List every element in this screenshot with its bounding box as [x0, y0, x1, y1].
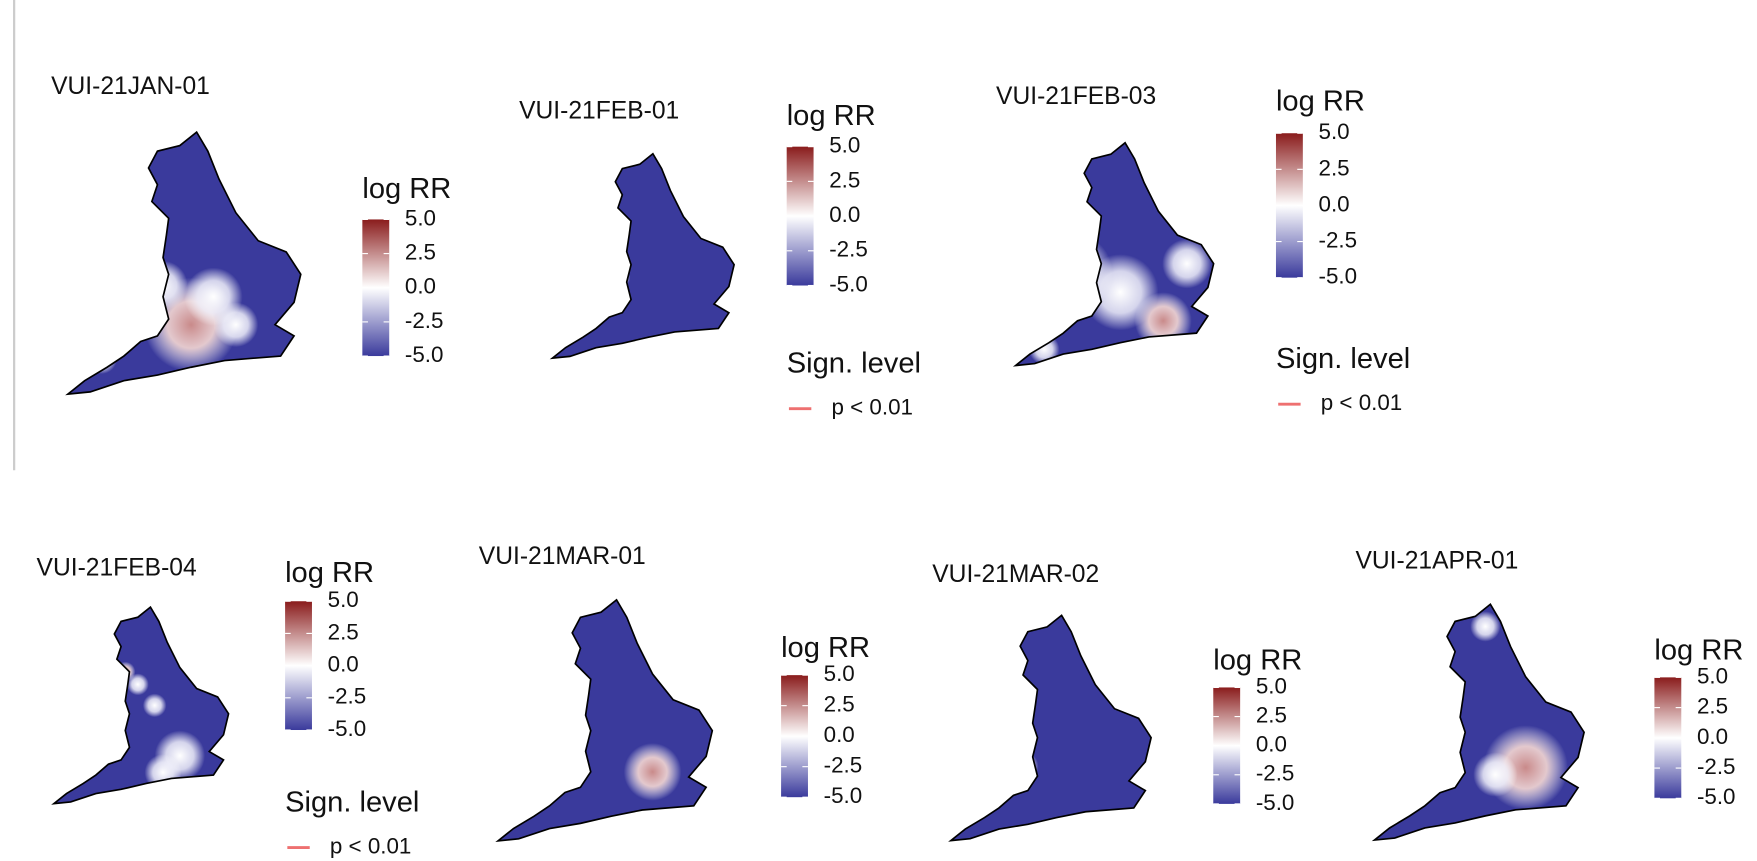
panel-title: VUI-21MAR-01: [479, 543, 646, 570]
england-map: [67, 131, 302, 395]
legend-title: log RR: [362, 173, 451, 205]
colorbar-tick-label: 2.5: [829, 167, 860, 192]
colorbar-tick-label: 5.0: [824, 661, 855, 686]
colorbar-tick-label: -2.5: [824, 753, 863, 778]
hotspot: [1473, 752, 1518, 797]
colorbar-tick-label: 0.0: [829, 202, 860, 227]
colorbar-tick-label: 2.5: [1697, 694, 1728, 719]
colorbar-tick-label: 2.5: [328, 619, 359, 644]
hotspot: [591, 209, 615, 233]
colorbar-tick-label: 0.0: [405, 274, 436, 299]
hotspot: [184, 267, 243, 326]
legend-title: log RR: [285, 557, 374, 589]
colorbar-tick-label: -5.0: [824, 783, 863, 808]
colorbar-tick-label: 5.0: [1697, 663, 1728, 688]
colorbar-tick-label: 2.5: [405, 240, 436, 265]
hotspot: [126, 673, 149, 696]
map-fill: [950, 615, 1152, 841]
colorbar-tick-label: -2.5: [1697, 754, 1736, 779]
england-map: [53, 606, 230, 805]
map-fill: [498, 599, 713, 841]
colorbar-tick-label: -5.0: [328, 716, 367, 741]
map-fill: [53, 607, 229, 804]
colorbar-tick-label: 0.0: [1319, 191, 1350, 216]
sign-title: Sign. level: [787, 348, 921, 380]
hotspot: [1162, 238, 1212, 289]
england-map: [1373, 603, 1585, 841]
colorbar-tick-label: -2.5: [829, 237, 868, 262]
england-map: [1014, 141, 1215, 367]
colorbar-tick-label: 2.5: [824, 692, 855, 717]
colorbar-tick-label: 0.0: [1256, 732, 1287, 757]
sign-title: Sign. level: [1276, 343, 1410, 375]
hotspot: [124, 219, 157, 251]
hotspot: [1038, 191, 1088, 241]
hotspot: [144, 754, 182, 792]
colorbar-tick-label: -5.0: [1319, 264, 1358, 289]
colorbar-tick-label: 0.0: [1697, 724, 1728, 749]
hotspot: [142, 693, 167, 718]
hotspot: [85, 342, 118, 374]
england-map: [497, 599, 714, 842]
hotspot: [587, 193, 609, 215]
panel-title: VUI-21JAN-01: [51, 73, 210, 100]
england-map: [551, 152, 735, 359]
hotspot: [138, 260, 188, 311]
hotspots: [623, 743, 682, 801]
panel-title: VUI-21FEB-01: [519, 97, 679, 124]
colorbar-tick-label: 2.5: [1319, 155, 1350, 180]
colorbar-tick-label: 5.0: [328, 587, 359, 612]
sign-label: p < 0.01: [330, 833, 411, 858]
hotspot: [1414, 661, 1456, 703]
legend-title: log RR: [781, 632, 870, 664]
colorbar-tick-label: 0.0: [328, 652, 359, 677]
map-fill: [552, 153, 735, 359]
legend-title: log RR: [1276, 86, 1365, 118]
sign-label: p < 0.01: [831, 395, 913, 420]
legend-title: log RR: [1654, 634, 1743, 666]
colorbar-tick-label: -2.5: [328, 684, 367, 709]
colorbar-tick-label: -5.0: [1256, 790, 1295, 815]
panel-title: VUI-21FEB-04: [37, 554, 197, 581]
colorbar-tick-label: 5.0: [829, 133, 860, 158]
colorbar-tick-label: -5.0: [405, 342, 444, 367]
sign-label: p < 0.01: [1321, 390, 1402, 415]
colorbar-tick-label: -2.5: [1319, 227, 1358, 252]
colorbar-tick-label: -5.0: [829, 271, 868, 296]
hotspot: [112, 218, 140, 246]
hotspot: [1134, 292, 1192, 350]
colorbar-tick-label: 5.0: [1319, 119, 1350, 144]
hotspots: [1007, 751, 1039, 782]
legend-title: log RR: [787, 100, 876, 132]
colorbar-tick-label: 0.0: [824, 722, 855, 747]
panel-title: VUI-21FEB-03: [996, 83, 1156, 110]
colorbar-tick-label: -5.0: [1697, 784, 1736, 809]
hotspot: [623, 743, 682, 801]
legend-title: log RR: [1213, 644, 1302, 676]
england-map: [949, 614, 1152, 842]
hotspot: [1007, 751, 1039, 782]
panel-title: VUI-21MAR-02: [932, 561, 1099, 588]
hotspot: [112, 204, 136, 228]
colorbar-tick-label: 5.0: [1256, 673, 1287, 698]
panel-title: VUI-21APR-01: [1355, 548, 1518, 575]
hotspot: [1422, 683, 1464, 725]
colorbar-tick-label: -2.5: [405, 308, 444, 333]
hotspot: [1015, 206, 1049, 245]
sign-title: Sign. level: [285, 787, 419, 819]
colorbar-tick-label: 5.0: [405, 205, 436, 230]
hotspot: [1470, 611, 1501, 642]
colorbar-tick-label: 2.5: [1256, 702, 1287, 727]
colorbar-tick-label: -2.5: [1256, 761, 1295, 786]
